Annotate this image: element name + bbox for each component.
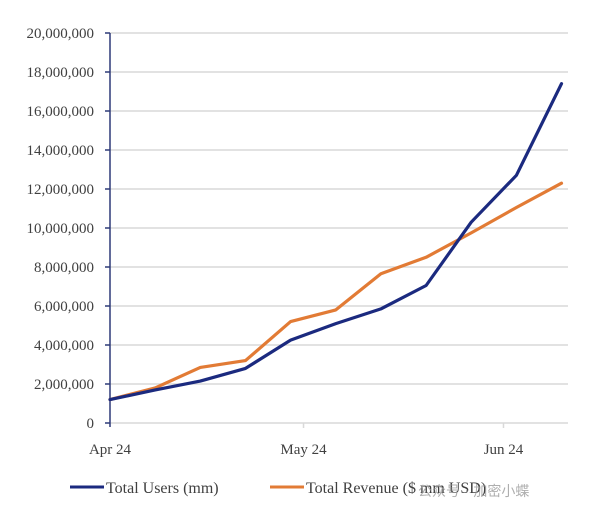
series-line-total-users (108, 82, 564, 402)
y-tick-label: 8,000,000 (34, 260, 94, 276)
y-tick-label: 12,000,000 (27, 182, 95, 198)
gridlines (110, 32, 568, 424)
series-lines (108, 82, 564, 402)
legend-label-total-revenue: Total Revenue ($ mm USD) (306, 480, 486, 497)
y-tick-label: 4,000,000 (34, 338, 94, 354)
series-line-total-revenue (108, 181, 564, 402)
y-tick-label: 0 (87, 416, 95, 432)
legend-label-total-users: Total Users (mm) (106, 480, 219, 497)
y-tick-label: 18,000,000 (27, 65, 95, 81)
y-tick-label: 20,000,000 (27, 26, 95, 42)
y-tick-label: 10,000,000 (27, 221, 95, 237)
watermark-text: 公众号 · 加密小蝶 (418, 483, 529, 500)
y-tick-label: 2,000,000 (34, 377, 94, 393)
x-tick-label: Jun 24 (484, 442, 524, 458)
x-tick-label: May 24 (280, 442, 327, 458)
x-tick-label: Apr 24 (89, 442, 132, 458)
x-axis-ticks: Apr 24 May 24 Jun 24 (89, 423, 524, 458)
legend: Total Users (mm) Total Revenue ($ mm USD… (70, 480, 486, 497)
y-tick-label: 16,000,000 (27, 104, 95, 120)
y-tick-label: 6,000,000 (34, 299, 94, 315)
y-tick-label: 14,000,000 (27, 143, 95, 159)
y-axis-ticks: 0 2,000,000 4,000,000 6,000,000 8,000,000 10,… (27, 26, 110, 432)
